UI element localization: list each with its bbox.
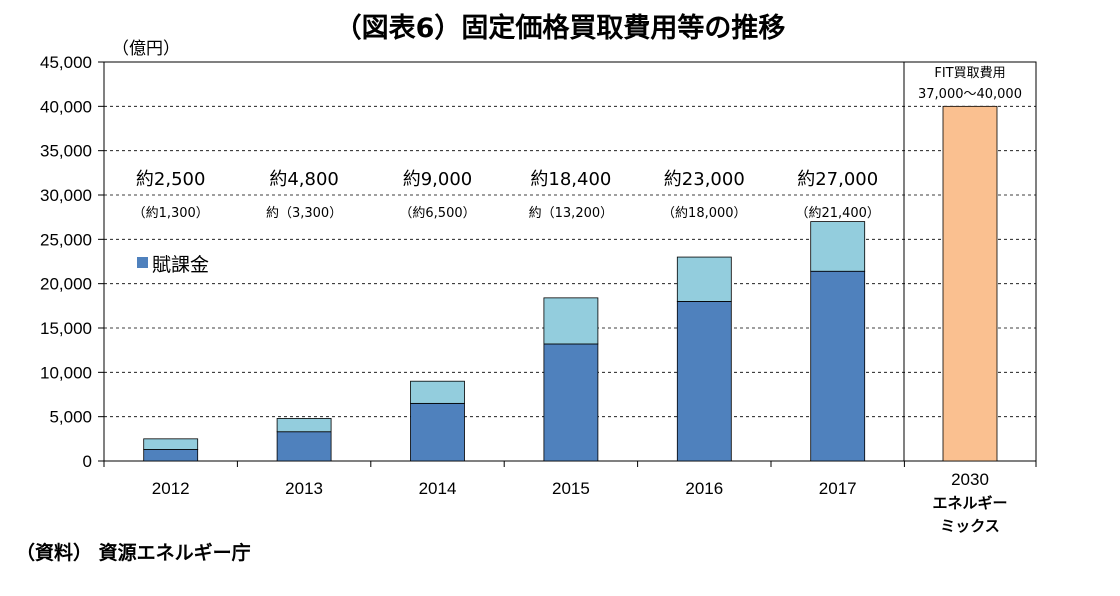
y-tick-label: 15,000	[40, 319, 92, 338]
fukakin-label: （約6,500）	[399, 206, 475, 221]
fukakin-label: 約（13,200）	[529, 206, 614, 221]
x-tick-label: 2017	[819, 479, 857, 498]
bar-remainder-2016	[676, 256, 732, 302]
fukakin-label: 約（3,300）	[266, 206, 342, 221]
bar-fukakin-2012	[143, 449, 199, 462]
y-tick-label: 45,000	[40, 53, 92, 72]
bar-remainder-2013	[276, 418, 332, 433]
bar-fukakin-2016	[676, 300, 732, 462]
fukakin-label: （約18,000）	[662, 206, 747, 221]
y-tick-label: 20,000	[40, 275, 92, 294]
fit-cost-note: FIT買取費用	[934, 66, 1005, 81]
total-label: 約4,800	[269, 169, 339, 190]
bar-fukakin-2015	[543, 343, 599, 462]
total-label: 約9,000	[403, 169, 473, 190]
bar-fukakin-2017	[810, 270, 866, 462]
x-tick-label-2030: エネルギー	[932, 494, 1007, 512]
fukakin-label: （約1,300）	[133, 206, 209, 221]
y-axis-unit-label: （億円）	[112, 39, 180, 59]
bar-remainder-2015	[543, 297, 599, 345]
bar-remainder-2017	[810, 221, 866, 272]
legend-swatch	[137, 257, 148, 268]
x-tick-label: 2016	[685, 479, 723, 498]
chart-title: （図表6）固定価格買取費用等の推移	[334, 13, 786, 44]
bar-fukakin-2013	[276, 431, 332, 462]
bar-2030-energy-mix	[942, 105, 998, 462]
fit-cost-note: 37,000〜40,000	[918, 87, 1022, 102]
total-label: 約2,500	[136, 169, 206, 190]
source-note: （資料） 資源エネルギー庁	[16, 542, 251, 564]
y-tick-label: 30,000	[40, 186, 92, 205]
y-tick-label: 5,000	[49, 408, 92, 427]
bar-fukakin-2014	[410, 402, 465, 462]
bar-remainder-2014	[410, 380, 465, 404]
total-label: 約27,000	[797, 169, 878, 190]
y-tick-label: 35,000	[40, 142, 92, 161]
y-tick-label: 10,000	[40, 363, 92, 382]
y-tick-label: 25,000	[40, 230, 92, 249]
total-label: 約23,000	[664, 169, 745, 190]
x-tick-label-2030: ミックス	[940, 517, 1000, 535]
x-tick-label: 2012	[152, 479, 190, 498]
fukakin-label: （約21,400）	[795, 206, 880, 221]
x-tick-label: 2014	[419, 479, 457, 498]
x-tick-label-2030: 2030	[951, 470, 989, 489]
legend-label: 賦課金	[152, 254, 209, 276]
x-tick-label: 2013	[285, 479, 323, 498]
bar-remainder-2012	[143, 438, 199, 450]
y-tick-label: 40,000	[40, 97, 92, 116]
total-label: 約18,400	[530, 169, 611, 190]
y-tick-label: 0	[83, 452, 92, 471]
x-tick-label: 2015	[552, 479, 590, 498]
